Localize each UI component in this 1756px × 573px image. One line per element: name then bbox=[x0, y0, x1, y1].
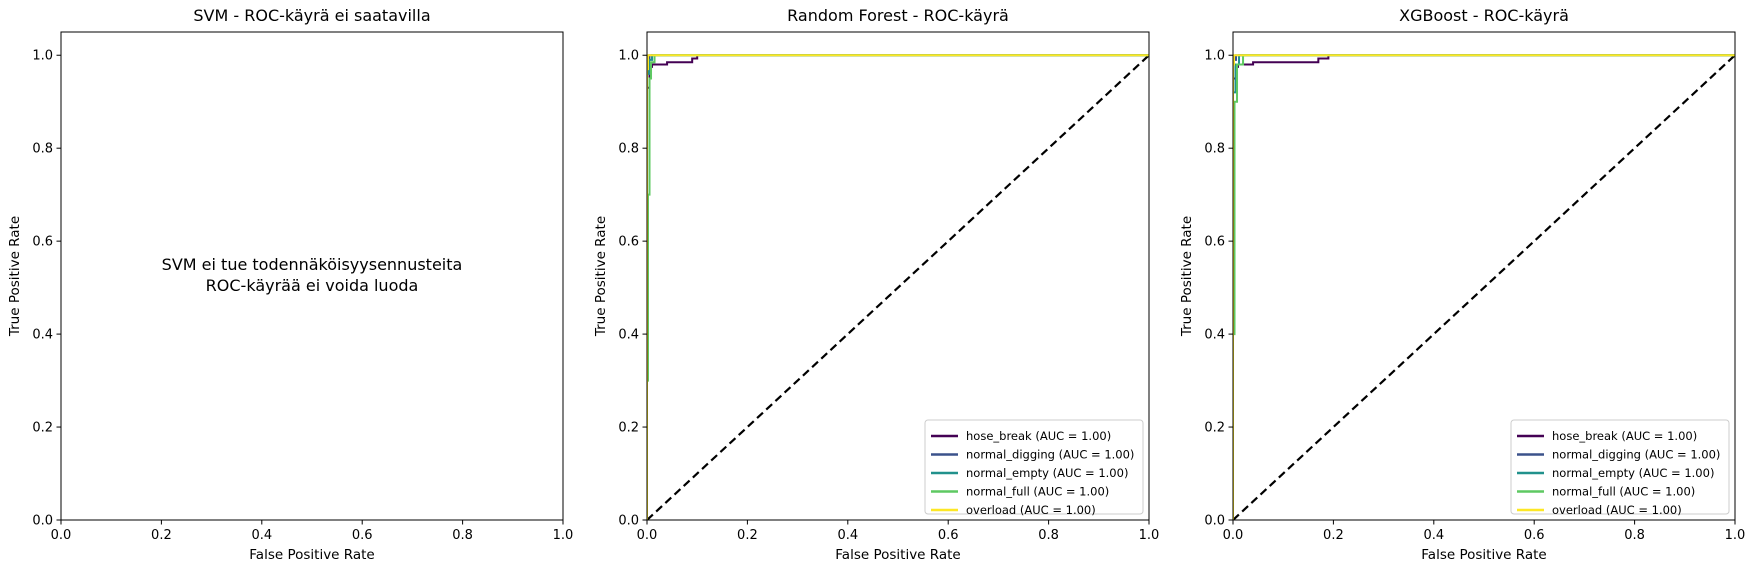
x-tick-label: 1.0 bbox=[553, 528, 574, 543]
y-tick-label: 0.0 bbox=[32, 514, 53, 529]
y-tick-label: 1.0 bbox=[32, 49, 53, 64]
roc-curve-overload bbox=[1233, 54, 1735, 520]
legend-box bbox=[1510, 419, 1730, 515]
x-tick-label: 0.8 bbox=[1624, 528, 1645, 543]
annotation-text-1: ROC-käyrää ei voida luoda bbox=[206, 276, 419, 295]
legend-label: normal_full (AUC = 1.00) bbox=[1552, 485, 1695, 499]
y-tick-label: 0.6 bbox=[32, 235, 53, 250]
chart-title: SVM - ROC-käyrä ei saatavilla bbox=[193, 6, 430, 25]
y-tick-label: 0.8 bbox=[1204, 142, 1225, 157]
x-tick-label: 0.6 bbox=[352, 528, 373, 543]
x-tick-label: 0.6 bbox=[938, 528, 959, 543]
x-tick-label: 0.2 bbox=[151, 528, 172, 543]
x-axis-label: False Positive Rate bbox=[249, 547, 374, 563]
y-tick-label: 0.0 bbox=[618, 514, 639, 529]
x-tick-label: 0.6 bbox=[1524, 528, 1545, 543]
axes-frame bbox=[1232, 31, 1736, 521]
chart-title: XGBoost - ROC-käyrä bbox=[1399, 6, 1569, 25]
legend-label: normal_full (AUC = 1.00) bbox=[966, 485, 1109, 499]
y-tick-label: 1.0 bbox=[1204, 49, 1225, 64]
chance-diagonal-line bbox=[647, 54, 1149, 520]
y-tick-label: 0.4 bbox=[1204, 328, 1225, 343]
y-tick-label: 0.6 bbox=[1204, 235, 1225, 250]
legend-label: normal_empty (AUC = 1.00) bbox=[1552, 466, 1714, 480]
y-axis-label: True Positive Rate bbox=[593, 216, 609, 337]
axes-frame bbox=[646, 31, 1150, 521]
chance-diagonal-line bbox=[1233, 54, 1735, 520]
y-tick-label: 0.0 bbox=[1204, 514, 1225, 529]
y-tick-label: 0.2 bbox=[618, 421, 639, 436]
legend-label: overload (AUC = 1.00) bbox=[1552, 503, 1682, 517]
chart-panel-2: XGBoost - ROC-käyrä 0.0 0.2 0.4 0.6 0.8 1.0 0.0… bbox=[1179, 6, 1745, 563]
y-tick-label: 0.2 bbox=[32, 421, 53, 436]
legend: hose_break (AUC = 1.00) normal_digging (A… bbox=[1510, 419, 1730, 517]
plot-area bbox=[647, 54, 1149, 520]
axes-frame bbox=[60, 31, 564, 521]
x-tick-label: 1.0 bbox=[1139, 528, 1160, 543]
legend-label: hose_break (AUC = 1.00) bbox=[1552, 429, 1697, 443]
x-tick-label: 0.2 bbox=[737, 528, 758, 543]
plot-area bbox=[1233, 54, 1735, 520]
roc-curve-overload bbox=[647, 54, 1149, 520]
legend-label: hose_break (AUC = 1.00) bbox=[966, 429, 1111, 443]
x-tick-label: 0.0 bbox=[637, 528, 658, 543]
x-tick-label: 1.0 bbox=[1725, 528, 1746, 543]
y-tick-label: 0.6 bbox=[618, 235, 639, 250]
y-tick-label: 0.4 bbox=[32, 328, 53, 343]
y-tick-label: 0.4 bbox=[618, 328, 639, 343]
y-tick-label: 0.8 bbox=[618, 142, 639, 157]
x-tick-label: 0.2 bbox=[1323, 528, 1344, 543]
y-axis-label: True Positive Rate bbox=[7, 216, 23, 337]
legend: hose_break (AUC = 1.00) normal_digging (A… bbox=[924, 419, 1144, 517]
chart-panel-0: SVM - ROC-käyrä ei saatavilla SVM ei tue … bbox=[7, 6, 573, 563]
legend-label: normal_empty (AUC = 1.00) bbox=[966, 466, 1128, 480]
x-tick-label: 0.8 bbox=[1038, 528, 1059, 543]
legend-box bbox=[924, 419, 1144, 515]
legend-label: normal_digging (AUC = 1.00) bbox=[1552, 448, 1720, 462]
y-tick-label: 1.0 bbox=[618, 49, 639, 64]
chart-panel-1: Random Forest - ROC-käyrä 0.0 0.2 0.4 0.6 0.8… bbox=[593, 6, 1159, 563]
legend-label: normal_digging (AUC = 1.00) bbox=[966, 448, 1134, 462]
x-tick-label: 0.4 bbox=[1423, 528, 1444, 543]
x-axis-label: False Positive Rate bbox=[1421, 547, 1546, 563]
x-tick-label: 0.8 bbox=[452, 528, 473, 543]
y-tick-label: 0.8 bbox=[32, 142, 53, 157]
chart-title: Random Forest - ROC-käyrä bbox=[787, 6, 1009, 25]
x-tick-label: 0.4 bbox=[251, 528, 272, 543]
legend-label: overload (AUC = 1.00) bbox=[966, 503, 1096, 517]
y-axis-label: True Positive Rate bbox=[1179, 216, 1195, 337]
x-axis-label: False Positive Rate bbox=[835, 547, 960, 563]
y-tick-label: 0.2 bbox=[1204, 421, 1225, 436]
x-tick-label: 0.4 bbox=[837, 528, 858, 543]
annotation-text-0: SVM ei tue todennäköisyysennusteita bbox=[162, 255, 463, 274]
x-tick-label: 0.0 bbox=[1223, 528, 1244, 543]
x-tick-label: 0.0 bbox=[51, 528, 72, 543]
